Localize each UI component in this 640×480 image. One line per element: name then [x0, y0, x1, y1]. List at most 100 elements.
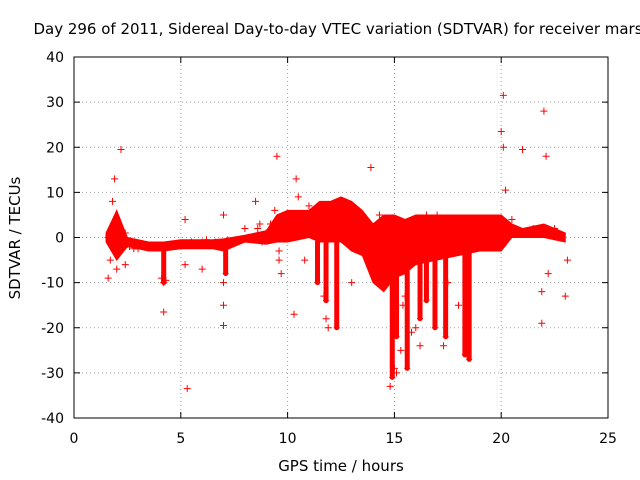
data-point-marker: [220, 321, 228, 329]
data-point-marker: [412, 324, 420, 332]
data-point-marker: [241, 224, 249, 232]
data-point-marker: [399, 301, 407, 309]
data-point-marker: [275, 256, 283, 264]
data-point-marker: [380, 274, 388, 282]
data-point-marker: [544, 270, 552, 278]
data-point-marker: [540, 107, 548, 115]
data-point-marker: [111, 175, 119, 183]
data-point-marker: [104, 274, 112, 282]
data-point-marker: [262, 229, 270, 237]
data-point-marker: [267, 220, 275, 228]
data-point-marker: [401, 292, 409, 300]
data-point-marker: [538, 319, 546, 327]
data-point-marker: [314, 206, 322, 214]
data-point-marker: [202, 236, 210, 244]
x-tick-label: 25: [599, 431, 617, 447]
y-tick-label: 10: [46, 185, 64, 201]
data-point-marker: [454, 301, 462, 309]
data-point-marker: [305, 202, 313, 210]
data-point-marker: [397, 346, 405, 354]
data-point-marker: [290, 310, 298, 318]
x-tick-label: 5: [176, 431, 185, 447]
data-point-marker: [224, 236, 232, 244]
y-tick-label: 0: [55, 231, 64, 247]
data-point-marker: [117, 146, 125, 154]
data-point-marker: [187, 238, 195, 246]
data-point-marker: [292, 175, 300, 183]
data-point-marker: [252, 197, 260, 205]
y-tick-label: -40: [41, 411, 64, 427]
axis-ticks: 0 5 10 15 20 25 -40 -30 -20 -10 0 10 20 30 40: [41, 50, 617, 447]
data-point-marker: [155, 243, 163, 251]
data-point-marker: [542, 152, 550, 160]
data-point-marker: [104, 234, 112, 241]
data-point-marker: [230, 238, 238, 246]
data-point-marker: [367, 164, 375, 172]
data-point-marker: [463, 351, 471, 359]
data-point-marker: [497, 127, 505, 135]
data-point-marker: [501, 186, 509, 194]
data-point-marker: [145, 243, 153, 251]
data-point-marker: [563, 256, 571, 264]
data-point-marker: [162, 276, 170, 284]
x-tick-label: 20: [492, 431, 510, 447]
chart-title: Day 296 of 2011, Sidereal Day-to-day VTE…: [33, 20, 640, 38]
y-tick-label: -20: [41, 321, 64, 337]
data-point-marker: [279, 234, 287, 241]
data-point-marker: [275, 247, 283, 255]
data-point-marker: [508, 215, 516, 223]
data-point-marker: [211, 238, 219, 246]
data-point-marker: [301, 256, 309, 264]
data-point-marker: [181, 261, 189, 269]
data-point-marker: [181, 215, 189, 223]
data-point-marker: [277, 270, 285, 278]
data-point-marker: [115, 224, 123, 232]
data-point-marker: [476, 220, 484, 228]
y-axis-label: SDTVAR / TECUs: [6, 176, 24, 299]
data-point-marker: [134, 245, 142, 253]
data-point-marker: [348, 279, 356, 287]
data-point-marker: [416, 342, 424, 350]
data-point-marker: [198, 238, 206, 246]
data-point-marker: [320, 292, 328, 300]
data-point-marker: [220, 301, 228, 309]
x-tick-label: 10: [279, 431, 297, 447]
data-point-marker: [326, 211, 334, 219]
data-point-marker: [390, 364, 398, 372]
data-point-marker: [375, 211, 383, 219]
data-point-marker: [220, 211, 228, 219]
data-point-marker: [499, 143, 507, 151]
data-point-marker: [519, 146, 527, 154]
x-tick-label: 15: [385, 431, 403, 447]
x-tick-label: 0: [70, 431, 79, 447]
data-point-marker: [177, 240, 185, 248]
data-point-marker: [294, 193, 302, 201]
data-point-marker: [256, 220, 264, 228]
data-point-marker: [440, 342, 448, 350]
data-point-marker: [254, 224, 262, 232]
data-point-marker: [160, 308, 168, 316]
data-point-marker: [499, 91, 507, 99]
data-point-marker: [322, 315, 330, 323]
data-point-marker: [358, 229, 366, 237]
data-point-marker: [198, 265, 206, 273]
data-point-marker: [393, 369, 401, 377]
data-point-marker: [168, 243, 176, 251]
data-point-marker: [108, 197, 116, 205]
data-layer: [104, 91, 571, 393]
data-point-marker: [371, 256, 379, 264]
data-point-marker: [433, 211, 441, 219]
data-point-marker: [258, 238, 266, 246]
data-point-marker: [337, 211, 345, 219]
data-density-band: [105, 196, 566, 293]
data-point-marker: [538, 288, 546, 296]
data-point-marker: [444, 279, 452, 287]
data-point-marker: [121, 229, 129, 237]
data-point-marker: [273, 152, 281, 160]
data-point-marker: [529, 224, 537, 232]
data-point-marker: [158, 274, 166, 282]
data-point-marker: [386, 382, 394, 390]
y-tick-label: 30: [46, 95, 64, 111]
data-point-marker: [113, 265, 121, 273]
